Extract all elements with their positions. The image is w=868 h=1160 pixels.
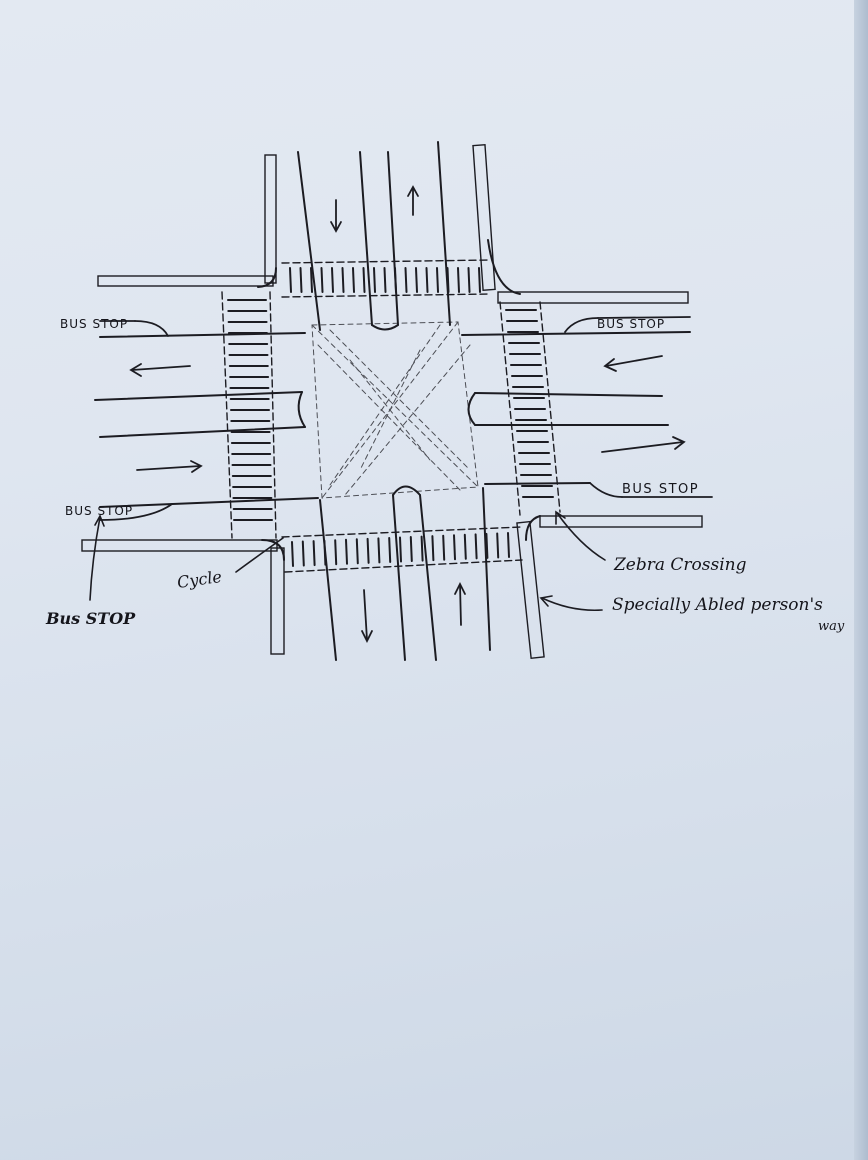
zebra-bar bbox=[446, 267, 450, 293]
zebra-bar bbox=[420, 535, 424, 562]
zebra-bar bbox=[463, 533, 467, 560]
kerb-corners bbox=[257, 239, 541, 561]
zebra-bar bbox=[312, 540, 316, 567]
arrow-west-right bbox=[136, 460, 203, 473]
arrow-south-down bbox=[361, 589, 373, 644]
zebra-bar bbox=[507, 532, 510, 558]
leader-specially-abled bbox=[539, 595, 603, 612]
zebra-bar bbox=[399, 536, 402, 563]
bus-stop-callout-label: Bus STOP bbox=[45, 609, 136, 628]
arrow-east-right bbox=[601, 436, 686, 453]
zebra-bar bbox=[289, 267, 292, 293]
zebra-bar bbox=[457, 267, 460, 293]
zebra-bar bbox=[301, 540, 305, 567]
cycle-label: Cycle bbox=[176, 567, 223, 592]
zebra-bar bbox=[388, 536, 392, 563]
zebra-bar bbox=[362, 267, 366, 293]
zebra-crossing-east bbox=[499, 301, 561, 516]
zebra-bar bbox=[323, 539, 327, 566]
footpath-bottom-left bbox=[81, 539, 285, 655]
zebra-bar bbox=[341, 267, 345, 293]
zebra-crossing-label: Zebra Crossing bbox=[613, 555, 747, 575]
arrow-east-left bbox=[603, 355, 663, 372]
zebra-bar bbox=[345, 538, 348, 565]
leader-bus-stop bbox=[89, 514, 105, 601]
arrow-north-down bbox=[330, 199, 342, 233]
bus-stop-bay-bottom-right bbox=[589, 482, 713, 498]
zebra-bar bbox=[394, 267, 397, 293]
arrow-south-up bbox=[454, 581, 466, 626]
bus-stop-bay-top-left bbox=[99, 320, 169, 337]
zebra-bar bbox=[415, 267, 418, 293]
zebra-bar bbox=[320, 267, 324, 293]
footpath-top-left bbox=[97, 154, 277, 287]
zebra-bar bbox=[453, 534, 456, 561]
zebra-bar bbox=[436, 267, 439, 293]
zebra-bar bbox=[310, 267, 313, 293]
zebra-bar bbox=[291, 541, 294, 567]
north-road-lanes bbox=[297, 141, 451, 331]
specially-abled-label: Specially Abled person's bbox=[612, 595, 823, 615]
zebra-bar bbox=[331, 267, 334, 293]
zebra-bar bbox=[366, 537, 370, 564]
zebra-bar bbox=[352, 267, 355, 293]
south-road-lanes bbox=[319, 485, 491, 661]
leader-zebra-crossing bbox=[555, 510, 606, 561]
arrow-north-up bbox=[407, 185, 419, 216]
bus-stop-bay-top-right bbox=[564, 316, 691, 333]
specially-abled-label-line2: way bbox=[818, 619, 845, 634]
east-road-lanes bbox=[461, 331, 691, 485]
zebra-bar bbox=[496, 532, 500, 559]
bus-stop-label-bottom-left: BUS STOP bbox=[65, 504, 133, 518]
footpath-bottom-right bbox=[516, 515, 703, 660]
zebra-bar bbox=[474, 533, 478, 560]
zebra-bar bbox=[425, 267, 429, 293]
zebra-bar bbox=[431, 535, 435, 562]
zebra-crossing-south bbox=[281, 526, 523, 573]
zebra-bar bbox=[404, 267, 408, 293]
zebra-bar bbox=[373, 267, 376, 293]
zebra-bar bbox=[442, 534, 446, 561]
footpath-top-right bbox=[472, 144, 689, 304]
box-junction bbox=[311, 321, 479, 499]
zebra-bar bbox=[383, 267, 387, 293]
arrow-west-left bbox=[129, 363, 191, 377]
bus-stop-label-top-left: BUS STOP bbox=[60, 317, 128, 331]
zebra-bar bbox=[467, 267, 471, 293]
bus-stop-label-top-right: BUS STOP bbox=[597, 317, 665, 331]
zebra-crossing-north bbox=[281, 259, 491, 298]
zebra-crossing-west bbox=[221, 291, 277, 539]
bus-stop-label-bottom-right: BUS STOP bbox=[622, 482, 699, 497]
zebra-bar bbox=[334, 539, 338, 566]
zebra-bar bbox=[409, 536, 413, 563]
west-road-lanes bbox=[94, 332, 319, 508]
leader-cycle bbox=[235, 537, 284, 573]
zebra-bar bbox=[478, 267, 481, 293]
zebra-bar bbox=[355, 538, 359, 565]
zebra-bar bbox=[485, 532, 489, 559]
zebra-bar bbox=[377, 537, 381, 564]
paper-edge bbox=[854, 0, 868, 1160]
bus-stop-bay-bottom-left bbox=[99, 503, 173, 521]
zebra-bar bbox=[299, 267, 303, 293]
